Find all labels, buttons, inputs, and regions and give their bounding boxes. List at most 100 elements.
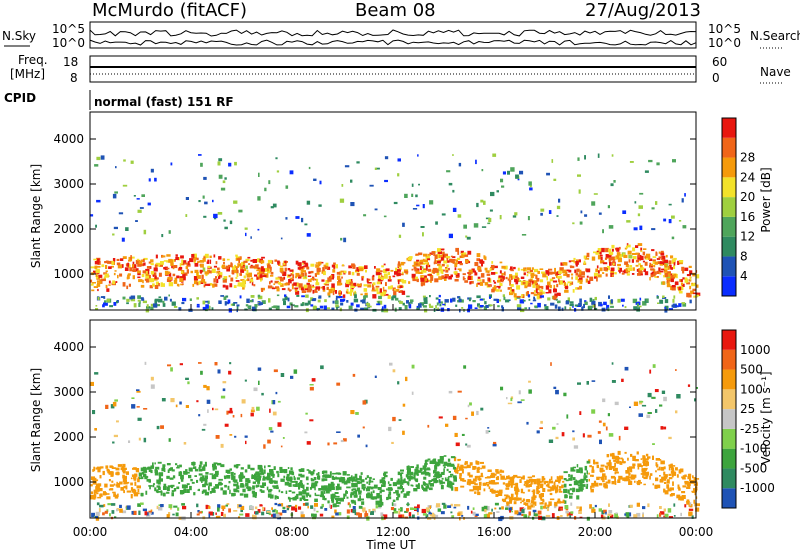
echo-cell [356,478,362,481]
echo-cell [106,288,110,292]
echo-cell [422,303,424,306]
echo-cell [617,255,622,259]
echo-cell [604,484,608,487]
echo-cell [338,290,342,294]
echo-cell [439,480,443,485]
echo-cell [693,502,697,507]
echo-cell [315,262,320,264]
noise-search-trace [89,39,697,46]
echo-cell [207,409,209,413]
echo-cell [252,306,256,311]
echo-cell [639,225,643,230]
echo-cell [330,481,334,485]
colorbar-tick-label: 20 [740,190,755,204]
echo-cell [631,259,634,263]
echo-cell [95,305,98,307]
echo-cell [375,500,380,505]
echo-cell [477,279,482,282]
echo-cell [423,253,428,257]
echo-cell [221,264,226,269]
echo-cell [332,477,335,480]
echo-cell [509,476,514,481]
echo-cell [627,250,632,255]
echo-cell [452,261,456,264]
echo-cell [345,279,350,285]
echo-cell [529,269,533,272]
echo-cell [463,224,467,229]
echo-cell [510,396,514,400]
echo-cell [116,300,118,304]
echo-cell [585,278,589,283]
echo-cell [670,268,673,270]
echo-cell [374,167,377,170]
echo-cell [662,262,666,266]
echo-cell [157,461,162,464]
echo-cell [544,502,547,507]
echo-cell [428,303,431,306]
echo-cell [666,484,670,489]
echo-cell [614,480,617,485]
echo-cell [239,273,242,276]
echo-cell [109,513,111,517]
echo-cell [514,510,519,515]
echo-cell [668,260,672,265]
echo-cell [204,253,209,259]
echo-cell [641,465,643,468]
echo-cell [561,307,564,311]
echo-cell [486,476,491,479]
echo-cell [668,308,673,311]
echo-cell [253,387,258,392]
echo-cell [575,276,578,280]
echo-cell [137,299,141,302]
echo-cell [338,497,342,501]
echo-cell [211,488,215,491]
echo-cell [260,277,262,282]
echo-cell [196,513,200,516]
echo-cell [445,267,448,269]
echo-cell [648,255,651,260]
echo-cell [258,476,261,481]
echo-cell [248,263,251,265]
echo-cell [150,376,154,381]
echo-cell [127,273,131,276]
echo-cell [469,402,472,406]
echo-cell [438,294,441,298]
echo-cell [664,263,667,267]
echo-cell [603,262,608,265]
echo-cell [666,280,669,283]
echo-cell [298,274,302,277]
echo-cell [158,296,162,298]
echo-cell [307,300,311,305]
echo-cell [684,474,687,477]
echo-cell [296,477,300,480]
y-tick-label: 4000 [53,340,84,354]
echo-cell [550,476,553,480]
echo-cell [637,243,643,246]
echo-cell [218,158,223,162]
echo-cell [452,475,457,479]
echo-cell [145,280,150,283]
echo-cell [425,485,428,491]
echo-cell [691,282,696,287]
echo-cell [250,412,254,417]
echo-cell [297,267,302,270]
echo-cell [546,172,550,176]
echo-cell [376,268,381,273]
echo-cell [598,476,602,479]
echo-cell [580,469,583,474]
echo-cell [572,437,575,441]
echo-cell [191,462,196,466]
echo-cell [563,282,566,286]
echo-cell [569,307,572,310]
echo-cell [138,437,141,441]
echo-cell [454,432,458,437]
echo-cell [638,479,641,483]
echo-cell [501,307,504,312]
echo-cell [279,267,284,273]
echo-cell [573,445,579,449]
echo-cell [668,273,671,277]
echo-cell [303,265,308,268]
echo-cell [607,205,610,209]
colorbar-swatch [722,488,736,508]
